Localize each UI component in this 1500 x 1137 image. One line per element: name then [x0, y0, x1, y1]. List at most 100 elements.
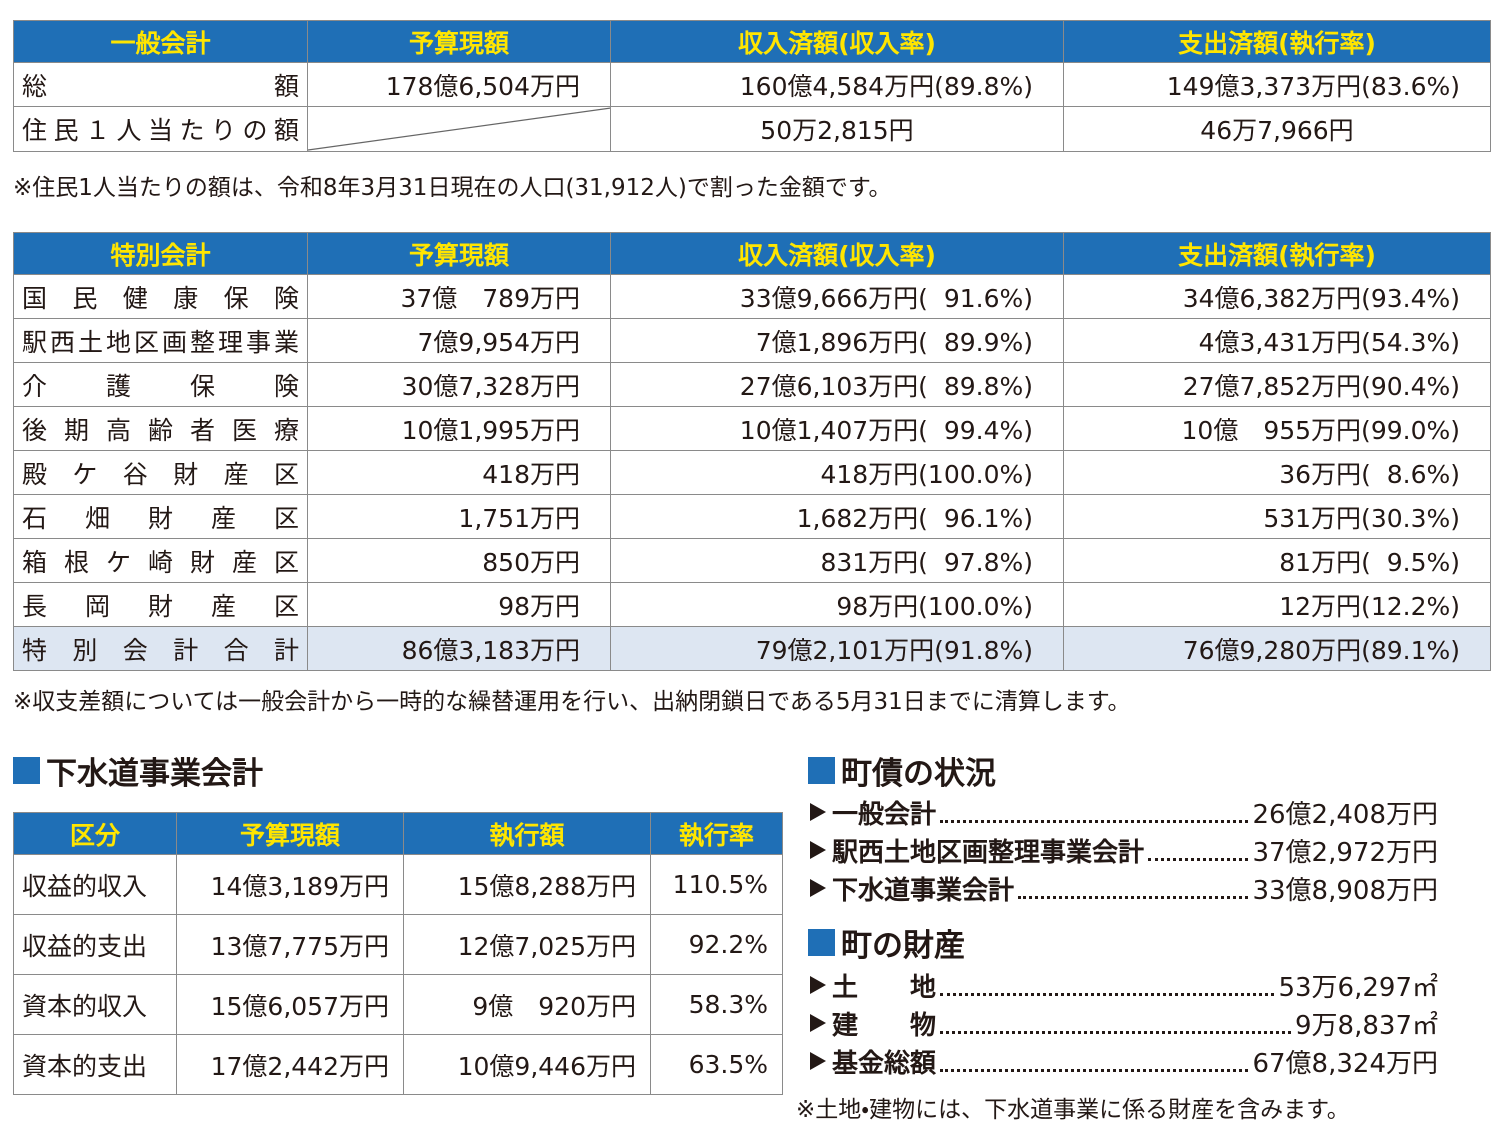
header-cell: 収入済額(収入率)	[610, 20, 1064, 63]
row-label: 収益的収入	[13, 854, 177, 915]
row-label: 収益的支出	[13, 914, 177, 975]
amount-cell: 63.5%	[650, 1034, 783, 1095]
property-title: 町の財産	[808, 920, 965, 965]
title-marker	[808, 929, 835, 956]
general-account-table: 一般会計 予算現額 収入済額(収入率) 支出済額(執行率) 総額 178億6,504万円 1…	[13, 20, 1491, 152]
item-value: 26億2,408万円	[1252, 799, 1438, 830]
arrow-icon	[808, 1050, 828, 1072]
amount-cell: 15億6,057万円	[176, 974, 404, 1035]
amount-cell: 7億1,896万円( 89.9%)	[610, 318, 1064, 363]
row: 収益的支出 13億7,775万円 12億7,025万円 92.2%	[13, 914, 783, 975]
arrow-icon	[808, 877, 828, 899]
amount-cell: 10億1,407万円( 99.4%)	[610, 406, 1064, 451]
leader-dots	[1018, 878, 1249, 899]
arrow	[810, 841, 826, 859]
header-cell: 区分	[13, 812, 177, 855]
row-label: 住民１人当たりの額	[13, 106, 308, 152]
item-label: 一般会計	[832, 799, 937, 830]
leader-dots	[940, 802, 1249, 823]
property-list: 土地 53万6,297㎡ 建物 9万8,837㎡ 基金総額 67億8,324万円	[808, 966, 1438, 1080]
item-value: 33億8,908万円	[1252, 875, 1438, 906]
arrow	[810, 879, 826, 897]
amount-cell: 850万円	[307, 538, 611, 583]
amount-cell: 10億9,446万円	[403, 1034, 651, 1095]
amount-cell: 418万円(100.0%)	[610, 450, 1064, 495]
arrow	[810, 976, 826, 994]
amount-cell: 831万円( 97.8%)	[610, 538, 1064, 583]
list-item: 基金総額 67億8,324万円	[808, 1042, 1438, 1080]
amount-cell: 418万円	[307, 450, 611, 495]
amount-cell: 15億8,288万円	[403, 854, 651, 915]
row: 特別会計合計 86億3,183万円 79億2,101万円(91.8%) 76億9,28…	[13, 626, 1491, 671]
row: 収益的収入 14億3,189万円 15億8,288万円 110.5%	[13, 854, 783, 915]
amount-cell: 30億7,328万円	[307, 362, 611, 407]
row: 殿ケ谷財産区 418万円 418万円(100.0%) 36万円( 8.6%)	[13, 450, 1491, 495]
row-label: 殿ケ谷財産区	[13, 450, 308, 495]
amount-cell: 1,682万円( 96.1%)	[610, 494, 1064, 539]
item-label: 土地	[832, 972, 936, 1003]
amount-cell: 1,751万円	[307, 494, 611, 539]
diagonal	[308, 107, 610, 151]
row-label: 石畑財産区	[13, 494, 308, 539]
header-cell: 執行率	[650, 812, 783, 855]
item-label: 建物	[832, 1010, 936, 1041]
row: 介護保険 30億7,328万円 27億6,103万円( 89.8%) 27億7,852…	[13, 362, 1491, 407]
amount-cell: 58.3%	[650, 974, 783, 1035]
title-marker	[808, 757, 835, 784]
sewer-table: 区分 予算現額 執行額 執行率 収益的収入 14億3,189万円 15億8,288万円 110…	[13, 812, 783, 1095]
amount-cell: 33億9,666万円( 91.6%)	[610, 274, 1064, 319]
item-value: 53万6,297㎡	[1278, 972, 1438, 1003]
amount-cell: 76億9,280万円(89.1%)	[1063, 626, 1491, 671]
row-label: 国民健康保険	[13, 274, 308, 319]
debt-title: 町債の状況	[808, 748, 996, 793]
row: 資本的支出 17億2,442万円 10億9,446万円 63.5%	[13, 1034, 783, 1095]
arrow	[810, 1014, 826, 1032]
row-label: 後期高齢者医療	[13, 406, 308, 451]
leader-dots	[1148, 840, 1249, 861]
header-cell: 支出済額(執行率)	[1063, 20, 1491, 63]
row: 石畑財産区 1,751万円 1,682万円( 96.1%) 531万円(30.3%)	[13, 494, 1491, 539]
row: 長岡財産区 98万円 98万円(100.0%) 12万円(12.2%)	[13, 582, 1491, 627]
arrow-icon	[808, 1012, 828, 1034]
amount-cell: 92.2%	[650, 914, 783, 975]
arrow-icon	[808, 801, 828, 823]
header-cell: 支出済額(執行率)	[1063, 232, 1491, 275]
amount-cell: 79億2,101万円(91.8%)	[610, 626, 1064, 671]
amount-cell: 81万円( 9.5%)	[1063, 538, 1491, 583]
amount-cell: 17億2,442万円	[176, 1034, 404, 1095]
header-cell: 予算現額	[307, 232, 611, 275]
amount-cell: 160億4,584万円(89.8%)	[610, 62, 1064, 107]
header-cell: 一般会計	[13, 20, 308, 63]
amount-cell: 9億 920万円	[403, 974, 651, 1035]
row-label: 資本的支出	[13, 1034, 177, 1095]
header-row: 特別会計 予算現額 収入済額(収入率) 支出済額(執行率)	[13, 232, 1491, 275]
amount-cell: 14億3,189万円	[176, 854, 404, 915]
debt-title-text: 町債の状況	[841, 756, 996, 792]
row: 総額 178億6,504万円 160億4,584万円(89.8%) 149億3,373…	[13, 62, 1491, 107]
amount-cell: 50万2,815円	[610, 106, 1064, 152]
row-label: 駅西土地区画整理事業	[13, 318, 308, 363]
row: 後期高齢者医療 10億1,995万円 10億1,407万円( 99.4%) 10億 9…	[13, 406, 1491, 451]
arrow-icon	[808, 839, 828, 861]
amount-cell: 4億3,431万円(54.3%)	[1063, 318, 1491, 363]
row-label: 介護保険	[13, 362, 308, 407]
amount-cell: 98万円(100.0%)	[610, 582, 1064, 627]
amount-cell: 178億6,504万円	[307, 62, 611, 107]
item-label: 下水道事業会計	[832, 875, 1015, 906]
amount-cell: 110.5%	[650, 854, 783, 915]
row-label: 特別会計合計	[13, 626, 308, 671]
header-cell: 予算現額	[176, 812, 404, 855]
amount-cell: 7億9,954万円	[307, 318, 611, 363]
amount-cell: 13億7,775万円	[176, 914, 404, 975]
header-cell: 予算現額	[307, 20, 611, 63]
special-note: ※収支差額については一般会計から一時的な繰替運用を行い、出納閉鎖日である5月31…	[13, 689, 1131, 715]
row-label: 長岡財産区	[13, 582, 308, 627]
row: 住民１人当たりの額 50万2,815円 46万7,966円	[13, 106, 1491, 152]
row: 駅西土地区画整理事業 7億9,954万円 7億1,896万円( 89.9%) 4億3,…	[13, 318, 1491, 363]
amount-cell: 98万円	[307, 582, 611, 627]
list-item: 一般会計 26億2,408万円	[808, 793, 1438, 831]
general-note: ※住民1人当たりの額は、令和8年3月31日現在の人口(31,912人)で割った金…	[13, 175, 892, 201]
arrow-icon	[808, 974, 828, 996]
amount-cell: 86億3,183万円	[307, 626, 611, 671]
